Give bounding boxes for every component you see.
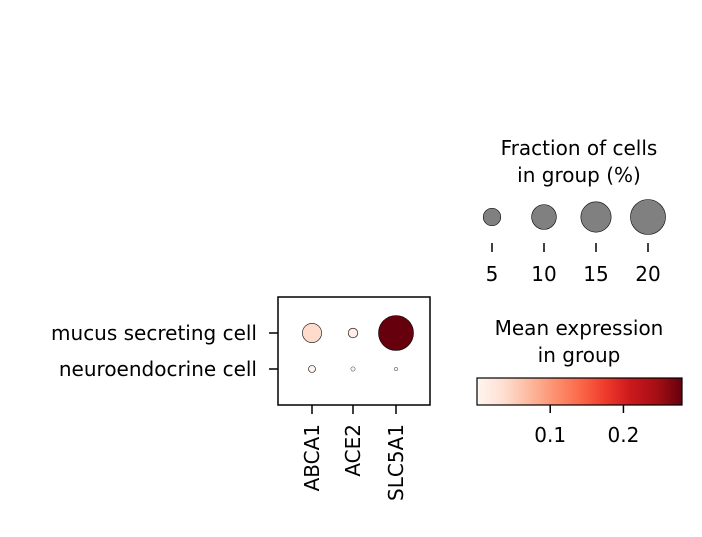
dot-mucus-secreting-cell-abca1 bbox=[302, 323, 322, 343]
size-legend-label: 15 bbox=[583, 262, 608, 286]
colorbar-ticks: 0.1 0.2 bbox=[534, 405, 639, 447]
size-legend-label: 10 bbox=[531, 262, 556, 286]
colorbar-tick-label: 0.2 bbox=[608, 423, 640, 447]
size-legend: 5 10 15 20 bbox=[482, 199, 666, 286]
dot-neuroendocrine-cell-slc5a1 bbox=[394, 367, 398, 371]
size-legend-dot bbox=[580, 201, 612, 233]
size-legend-label: 5 bbox=[486, 262, 499, 286]
color-legend-title-line1: Mean expression bbox=[495, 316, 664, 340]
x-tick-label: ACE2 bbox=[341, 424, 365, 477]
dotplot-frame bbox=[277, 296, 431, 406]
size-legend-dot bbox=[630, 199, 666, 235]
y-tick-label: mucus secreting cell bbox=[51, 321, 257, 345]
size-legend-dot bbox=[531, 204, 557, 230]
size-legend-title-line2: in group (%) bbox=[517, 163, 641, 187]
y-tick-label: neuroendocrine cell bbox=[59, 357, 257, 381]
size-legend-label: 20 bbox=[635, 262, 660, 286]
colorbar bbox=[476, 377, 683, 406]
color-legend-title-line2: in group bbox=[538, 343, 621, 367]
dot-neuroendocrine-cell-abca1 bbox=[308, 365, 316, 373]
dot-neuroendocrine-cell-ace2 bbox=[350, 366, 356, 372]
size-legend-title-line1: Fraction of cells bbox=[501, 136, 658, 160]
x-tick-label: SLC5A1 bbox=[384, 424, 408, 501]
colorbar-tick-label: 0.1 bbox=[534, 423, 566, 447]
dot-mucus-secreting-cell-ace2 bbox=[347, 327, 359, 339]
x-tick-label: ABCA1 bbox=[300, 424, 324, 491]
dot-mucus-secreting-cell-slc5a1 bbox=[378, 315, 414, 351]
dotplot-marks: mucus secreting cell neuroendocrine cell A… bbox=[51, 315, 414, 501]
size-legend-dot bbox=[482, 207, 502, 227]
